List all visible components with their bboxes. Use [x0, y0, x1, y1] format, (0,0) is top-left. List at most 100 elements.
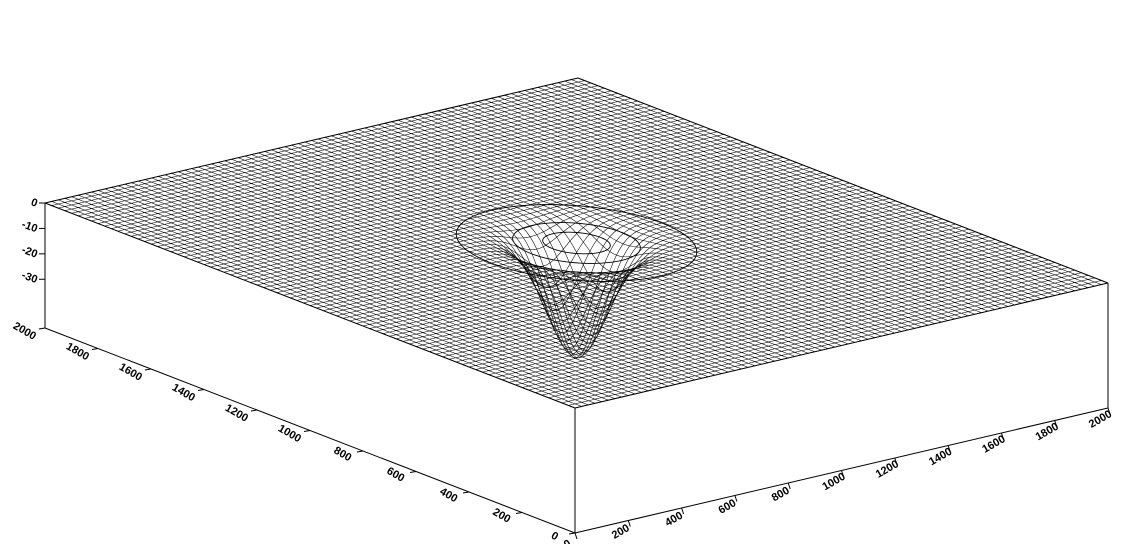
x-tick-mark: [841, 470, 844, 477]
y-tick-mark: [409, 471, 417, 473]
mesh-line-x: [364, 127, 895, 334]
mesh-line-x: [331, 135, 862, 342]
mesh-line-x: [64, 198, 596, 404]
contour-ring: [512, 222, 641, 264]
x-tick-mark: [1054, 420, 1058, 427]
mesh-line-x: [78, 194, 609, 401]
mesh-line-x: [278, 148, 809, 354]
box-edge: [577, 77, 1109, 284]
x-tick-mark: [787, 482, 791, 490]
y-tick-mark: [144, 368, 152, 371]
mesh-line-x: [124, 183, 656, 390]
mesh-line-x: [311, 140, 842, 358]
mesh-line-x: [451, 107, 982, 313]
mesh-line-x: [204, 165, 735, 371]
mesh-line-x: [571, 79, 1102, 285]
box-edge: [44, 202, 576, 409]
box-edge: [574, 282, 1109, 409]
mesh-line-x: [464, 104, 995, 310]
mesh-line-x: [338, 133, 869, 340]
mesh-line-x: [51, 201, 582, 407]
y-tick-mark: [568, 532, 576, 535]
x-tick-mark: [574, 532, 578, 540]
z-tick-label: 0: [29, 196, 39, 209]
mesh-line-x: [164, 174, 696, 381]
mesh-line-x: [291, 144, 822, 351]
x-tick-label: 800: [770, 485, 792, 505]
box-edge: [44, 77, 579, 204]
y-tick-label: 2000: [11, 320, 38, 343]
z-tick-label: -10: [20, 219, 39, 236]
mesh-line-x: [238, 157, 769, 363]
mesh-line-x: [84, 193, 616, 399]
mesh-line-x: [378, 124, 909, 331]
mesh-line-x: [231, 158, 762, 365]
x-tick-mark: [1000, 432, 1004, 440]
mesh-line-x: [264, 151, 795, 357]
mesh-line-x: [224, 160, 755, 367]
z-tick-label: -20: [20, 244, 39, 261]
mesh-line-x: [404, 118, 935, 324]
mesh-line-x: [304, 141, 835, 355]
mesh-line-x: [477, 101, 1009, 307]
mesh-line-x: [98, 190, 629, 396]
mesh-line-x: [344, 132, 875, 338]
y-tick-label: 600: [385, 465, 407, 485]
box-edges: [44, 77, 1109, 534]
mesh-line-x: [184, 169, 716, 376]
mesh-line-x: [437, 110, 969, 317]
mesh-line-x: [384, 123, 915, 329]
y-tick-mark: [38, 327, 46, 330]
mesh-line-x: [471, 102, 1002, 309]
mesh-line-x: [517, 91, 1049, 298]
mesh-line-x: [191, 168, 722, 374]
surface-mesh: [44, 77, 1109, 409]
y-tick-label: 800: [332, 445, 354, 465]
mesh-line-x: [564, 80, 1095, 287]
mesh-line-x: [497, 96, 1029, 303]
mesh-line-x: [171, 173, 702, 379]
mesh-line-x: [398, 119, 929, 326]
mesh-line-x: [551, 83, 1082, 290]
mesh-line-x: [118, 185, 649, 392]
mesh-line-x: [358, 129, 889, 335]
mesh-line-x: [457, 105, 989, 312]
y-tick-mark: [250, 409, 258, 412]
mesh-line-x: [271, 149, 802, 356]
mesh-line-x: [178, 171, 709, 378]
mesh-line-x: [111, 187, 642, 393]
y-tick-mark: [515, 512, 523, 514]
x-tick-label: 0: [562, 538, 573, 544]
mesh-line-x: [524, 90, 1055, 296]
mesh-line-x: [91, 191, 622, 398]
x-tick-mark: [734, 495, 738, 502]
mesh-line-x: [131, 182, 662, 388]
x-tick-label: 400: [663, 510, 685, 530]
mesh-line-x: [58, 199, 589, 406]
mesh-line-x: [504, 94, 1035, 301]
mesh-line-x: [244, 155, 775, 362]
mesh-line-x: [198, 166, 729, 373]
mesh-line-x: [431, 112, 962, 318]
depression-contours: [455, 204, 698, 282]
box-walls: [45, 203, 1108, 533]
y-tick-mark: [356, 450, 364, 453]
right-wall: [575, 283, 1108, 533]
x-tick-mark: [947, 445, 951, 452]
mesh-line-x: [418, 115, 949, 321]
mesh-line-x: [318, 138, 849, 352]
x-tick-mark: [627, 520, 631, 527]
x-tick-mark: [894, 457, 898, 465]
mesh-line-x: [218, 162, 749, 368]
contour-ring: [455, 204, 698, 282]
y-tick-mark: [303, 430, 311, 432]
mesh-line-x: [251, 154, 782, 360]
mesh-line-x: [371, 126, 902, 332]
mesh-line-x: [531, 88, 1062, 295]
mesh-line-x: [211, 163, 742, 370]
x-tick-mark: [1107, 407, 1111, 415]
mesh-line-x: [424, 113, 955, 320]
mesh-line-x: [411, 116, 942, 323]
mesh-line-x: [298, 143, 829, 349]
